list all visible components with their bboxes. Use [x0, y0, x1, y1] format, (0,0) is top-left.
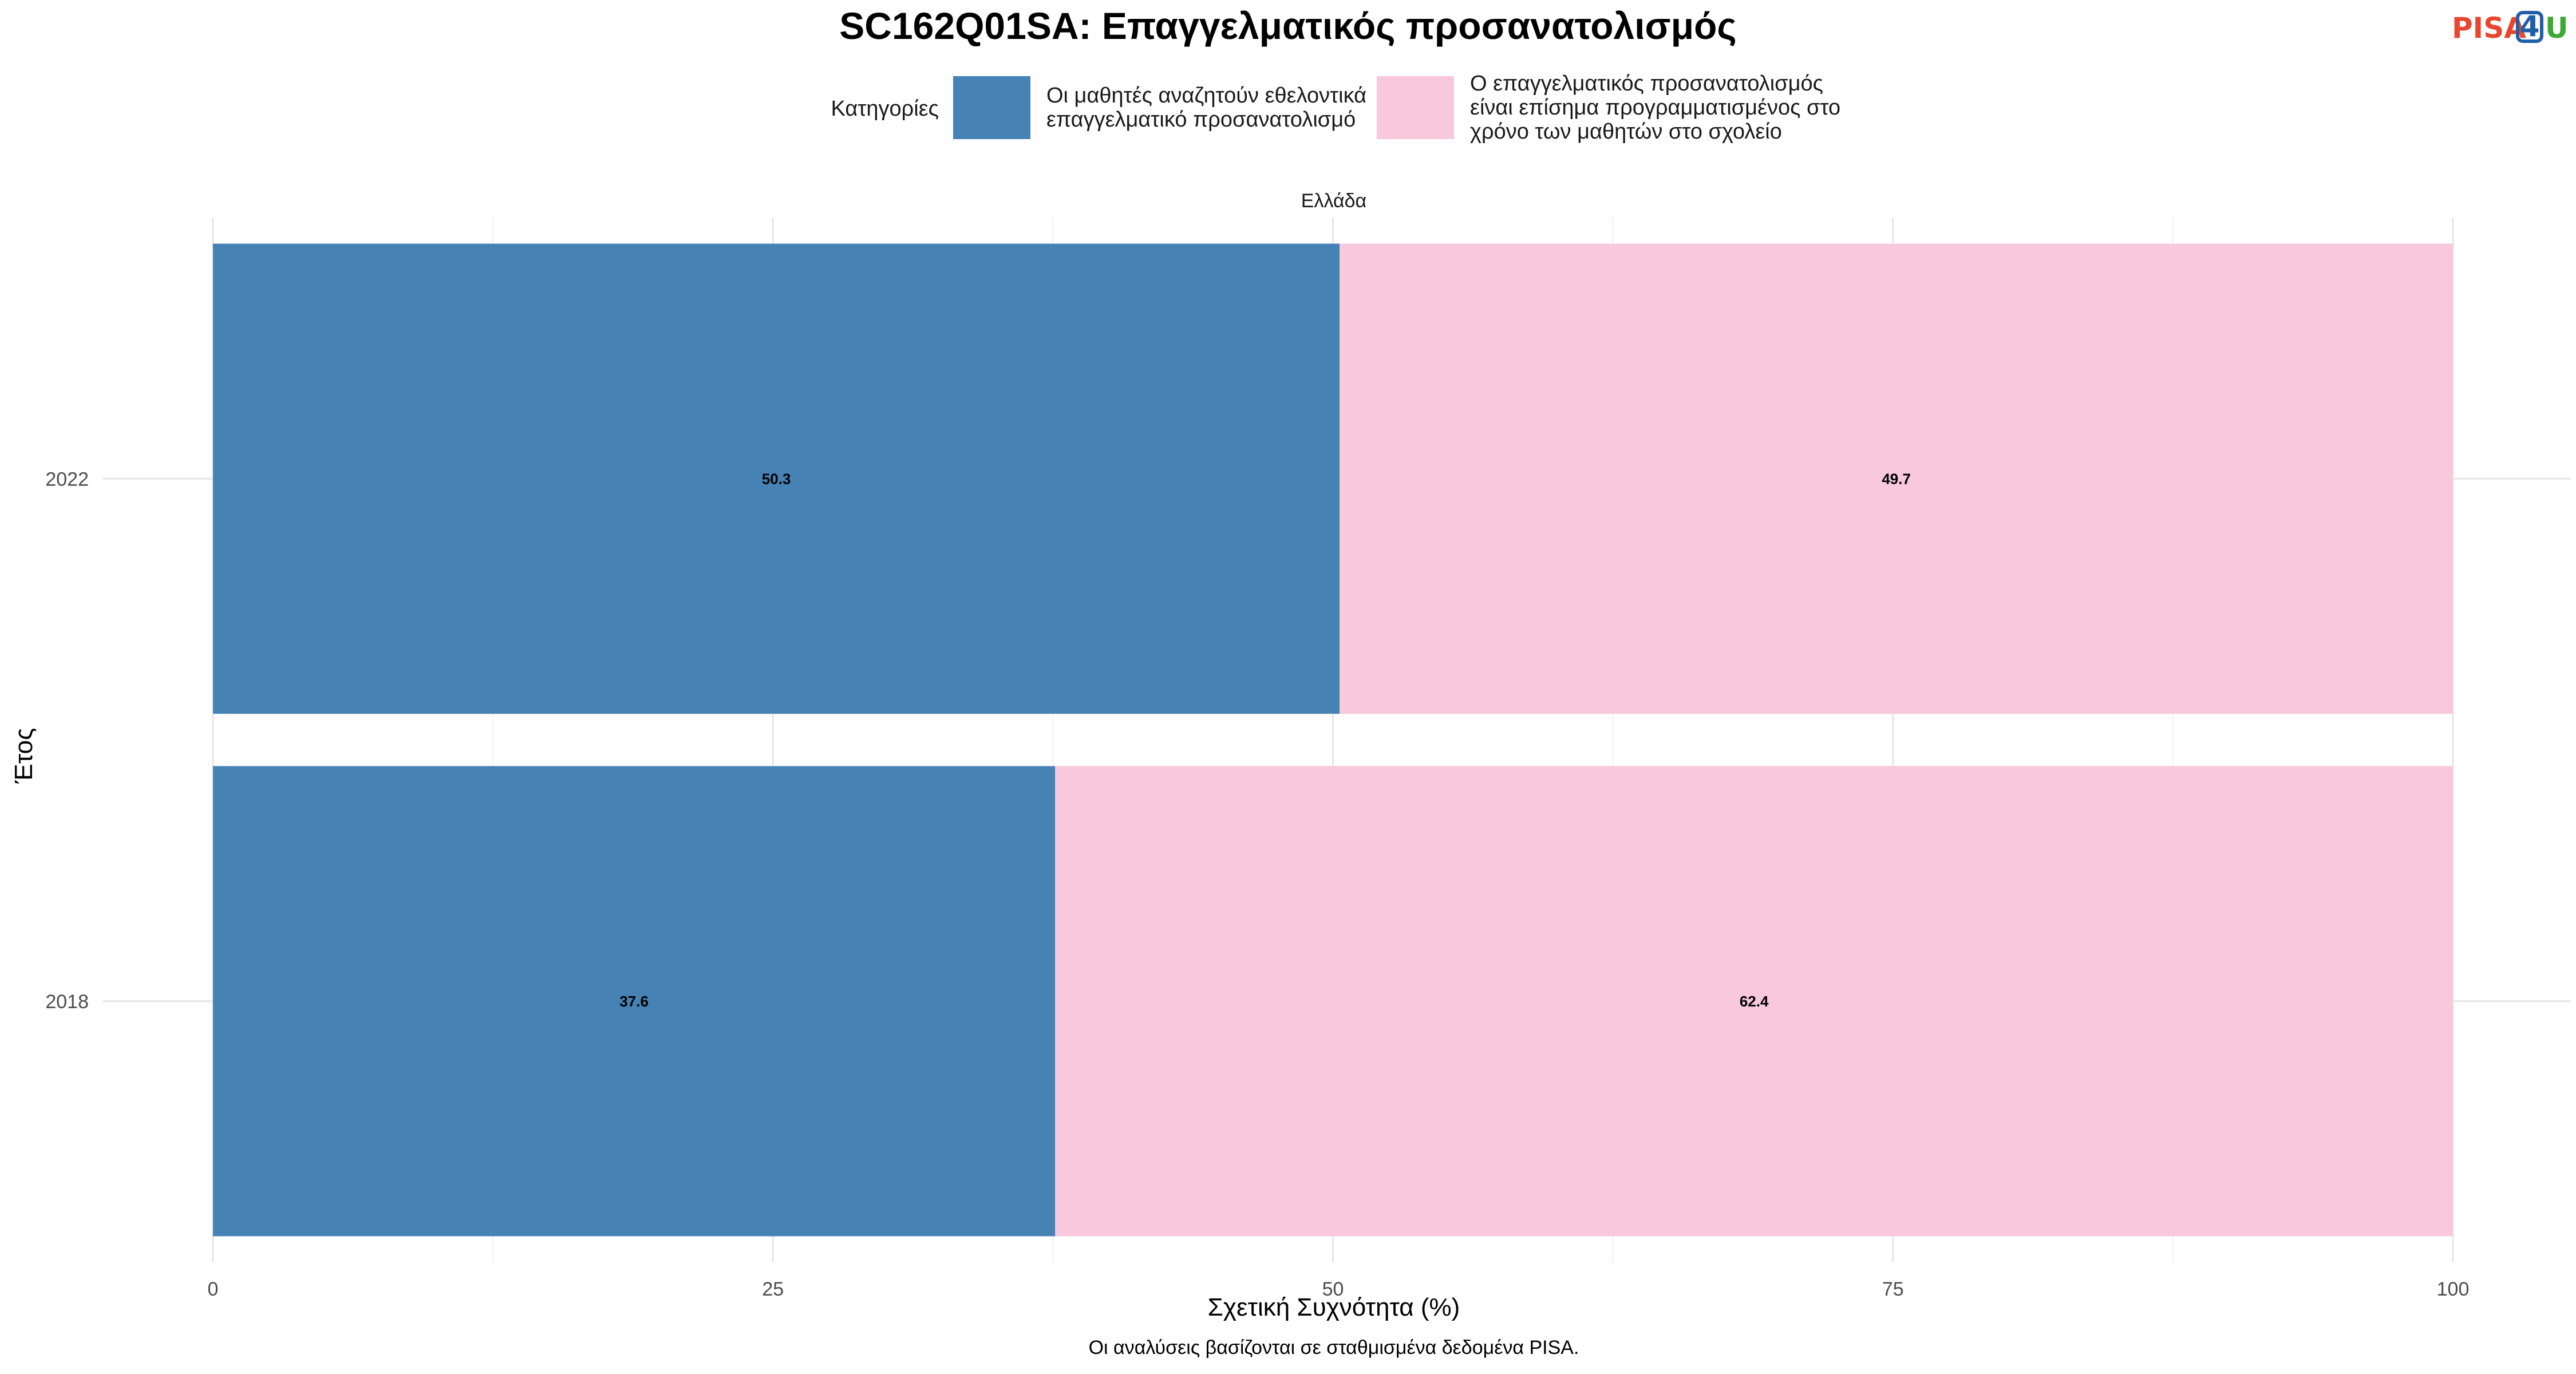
bar-2022-series-1: [213, 243, 1340, 714]
y-tick-label-2022: 2022: [45, 468, 89, 490]
legend-label-series-2: Ο επαγγελματικός προσανατολισμός είναι επ…: [1470, 72, 1840, 144]
data-label-2022-series-2: 49.7: [1882, 470, 1911, 487]
legend-label-series-1: Οι μαθητές αναζητούν εθελοντικά επαγγελμα…: [1046, 84, 1366, 132]
bar-2018-series-2: [1055, 766, 2453, 1237]
logo-text: PISA: [2452, 11, 2526, 45]
bar-2022-series-2: [1340, 243, 2453, 714]
caption: Οι αναλύσεις βασίζονται σε σταθμισμένα δ…: [1089, 1337, 1579, 1359]
legend-title: Κατηγορίες: [831, 97, 939, 121]
chart-title: SC162Q01SA: Επαγγελματικός προσανατολισμ…: [839, 5, 1736, 47]
logo-pisa: PISA: [2452, 11, 2526, 45]
bar-2018-series-1: [213, 766, 1056, 1237]
logo-four: 4: [2520, 10, 2540, 43]
data-label-2018-series-1: 37.6: [619, 993, 649, 1010]
bars: [213, 243, 2453, 1237]
x-tick-label-0: 0: [208, 1278, 219, 1300]
x-tick-label-50: 50: [1322, 1278, 1344, 1300]
y-axis-title: Έτος: [10, 728, 38, 784]
legend: Κατηγορίες Οι μαθητές αναζητούν εθελοντι…: [831, 72, 1841, 144]
legend-key-series-2: [1377, 76, 1454, 139]
data-label-2018-series-2: 62.4: [1740, 993, 1769, 1010]
pisa4u-logo: PISA 4 U: [2452, 10, 2569, 45]
y-tick-label-2018: 2018: [45, 991, 89, 1013]
data-label-2022-series-1: 50.3: [762, 470, 791, 487]
y-axis-ticks: 2022 2018: [45, 468, 89, 1013]
logo-four-box: [2516, 11, 2543, 43]
x-axis-ticks: 0 25 50 75 100: [208, 1278, 2470, 1300]
facet-label: Ελλάδα: [1301, 190, 1366, 212]
x-axis-title: Σχετική Συχνότητα (%): [1208, 1293, 1460, 1321]
data-labels: 50.3 49.7 37.6 62.4: [619, 470, 1911, 1010]
x-tick-label-25: 25: [762, 1278, 784, 1300]
x-tick-label-100: 100: [2437, 1278, 2470, 1300]
x-tick-label-75: 75: [1882, 1278, 1904, 1300]
legend-key-series-1: [953, 76, 1030, 139]
logo-u: U: [2545, 11, 2569, 45]
